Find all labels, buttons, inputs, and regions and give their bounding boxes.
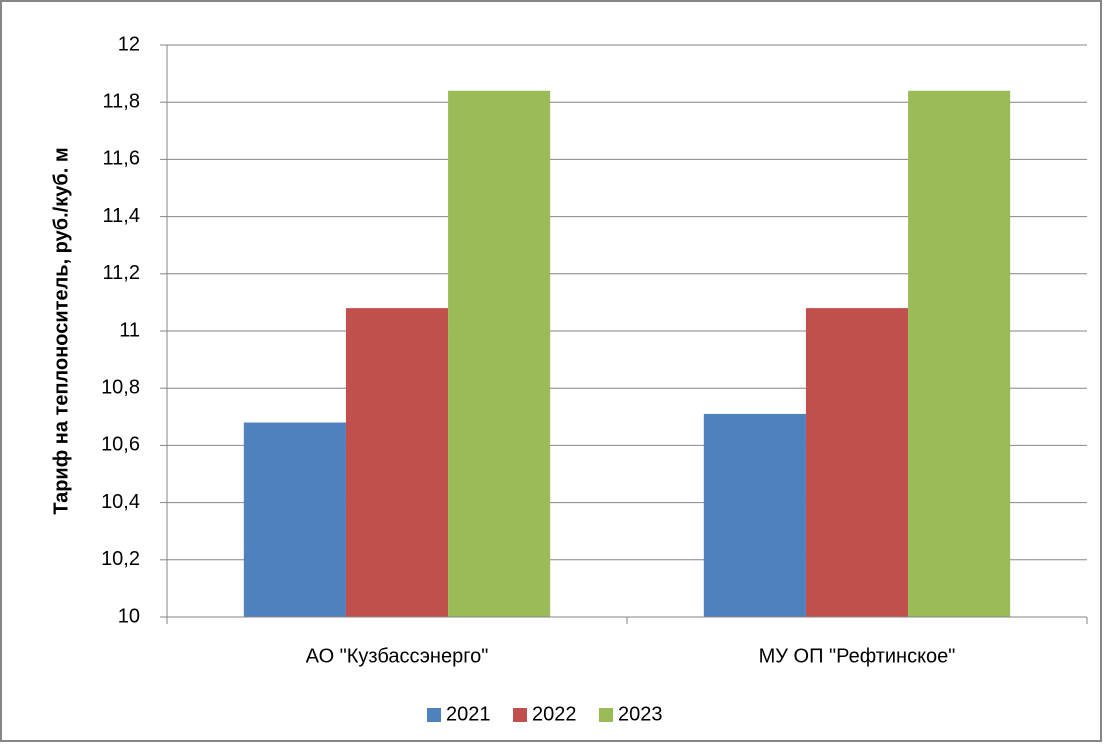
y-tick-label: 11,8 xyxy=(103,90,140,112)
legend-label: 2023 xyxy=(618,703,663,725)
legend-swatch xyxy=(427,708,441,722)
bar xyxy=(448,90,551,617)
y-tick-label: 11,4 xyxy=(103,205,140,227)
legend-swatch xyxy=(599,708,613,722)
bar xyxy=(345,308,449,617)
y-tick-label: 11 xyxy=(119,319,140,341)
bar xyxy=(805,308,909,617)
y-tick-label: 10,6 xyxy=(101,434,140,456)
y-tick-label: 12 xyxy=(118,33,140,55)
bar xyxy=(908,90,1011,617)
y-tick-label: 10,2 xyxy=(101,548,140,570)
y-axis-title: Тариф на теплоноситель, руб./куб. м xyxy=(50,147,72,514)
y-tick-label: 11,2 xyxy=(103,262,140,284)
legend-label: 2022 xyxy=(532,703,577,725)
bar xyxy=(243,422,346,617)
y-tick-label: 10 xyxy=(118,605,140,627)
y-tick-label: 10,4 xyxy=(101,491,140,513)
bar xyxy=(703,413,806,617)
legend-swatch xyxy=(513,708,527,722)
x-tick-label: АО "Кузбассэнерго" xyxy=(306,645,489,667)
y-tick-label: 10,8 xyxy=(101,376,140,398)
y-tick-label: 11,6 xyxy=(103,148,140,170)
x-tick-label: МУ ОП "Рефтинское" xyxy=(759,645,956,667)
legend-label: 2021 xyxy=(446,703,491,725)
